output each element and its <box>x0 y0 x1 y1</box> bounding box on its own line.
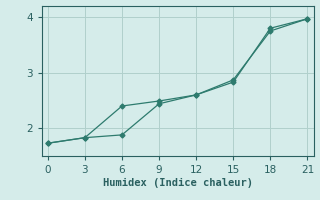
X-axis label: Humidex (Indice chaleur): Humidex (Indice chaleur) <box>103 178 252 188</box>
